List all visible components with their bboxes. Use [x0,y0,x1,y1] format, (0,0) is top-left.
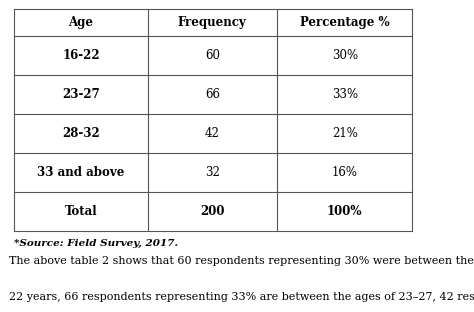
Text: *Source: Field Survey, 2017.: *Source: Field Survey, 2017. [14,239,178,248]
Text: 16-22: 16-22 [62,49,100,62]
Text: 30%: 30% [332,49,358,62]
Text: 21%: 21% [332,127,357,140]
Text: 23-27: 23-27 [62,88,100,101]
Text: 100%: 100% [327,205,363,218]
Text: 32: 32 [205,166,220,179]
Text: 42: 42 [205,127,220,140]
Text: 33 and above: 33 and above [37,166,125,179]
Text: Percentage %: Percentage % [300,16,390,29]
Text: 60: 60 [205,49,220,62]
Text: The above table 2 shows that 60 respondents representing 30% were between the ag: The above table 2 shows that 60 responde… [9,256,474,266]
Text: Age: Age [68,16,93,29]
Text: 66: 66 [205,88,220,101]
Text: 16%: 16% [332,166,358,179]
Text: Total: Total [64,205,97,218]
Text: 28-32: 28-32 [62,127,100,140]
Text: 200: 200 [200,205,225,218]
Text: Frequency: Frequency [178,16,246,29]
Text: 33%: 33% [332,88,358,101]
Text: 22 years, 66 respondents representing 33% are between the ages of 23–27, 42 resp: 22 years, 66 respondents representing 33… [9,292,474,302]
